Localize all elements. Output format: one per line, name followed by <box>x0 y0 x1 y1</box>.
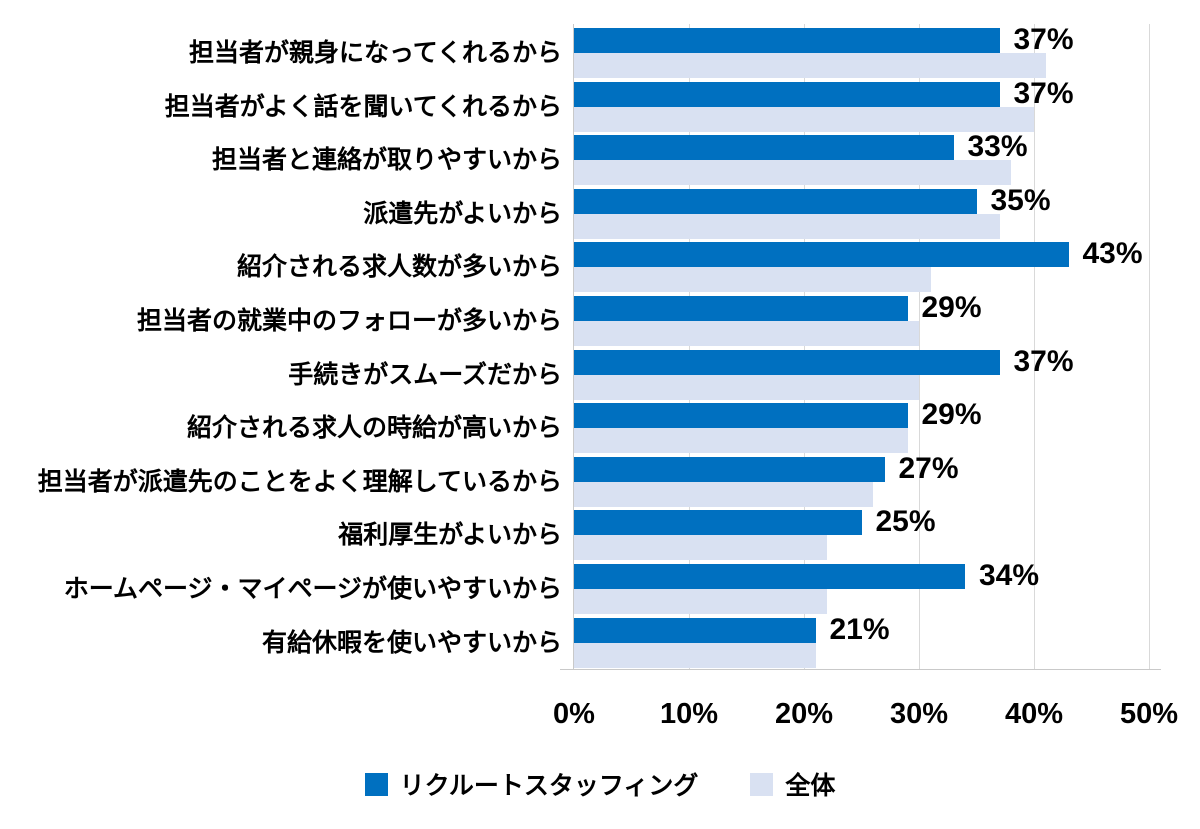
gridline <box>1034 24 1035 670</box>
bar-secondary <box>574 267 931 293</box>
legend-swatch-secondary <box>750 772 774 796</box>
bar-secondary <box>574 160 1011 186</box>
gridline <box>804 24 805 670</box>
bar-secondary <box>574 589 827 614</box>
category-label: 有給休暇を使いやすいから <box>261 628 562 657</box>
legend-label-secondary: 全体 <box>785 772 836 800</box>
bar-secondary <box>574 642 816 668</box>
legend: リクルートスタッフィング 全体 <box>0 762 1200 806</box>
bar-row: 担当者と連絡が取りやすいから 33% <box>0 130 1200 187</box>
bar-primary <box>574 510 862 536</box>
bar-primary <box>574 135 954 161</box>
bar-primary <box>574 403 908 429</box>
value-label: 34% <box>979 559 1040 592</box>
value-label: 21% <box>829 612 890 646</box>
value-label: 27% <box>898 451 959 485</box>
category-label: 担当者の就業中のフォローが多いから <box>136 307 562 335</box>
x-tick-label: 40% <box>1004 698 1064 730</box>
legend-item-secondary: 全体 <box>750 766 835 802</box>
value-label: 37% <box>1013 344 1074 378</box>
bar-primary <box>574 617 816 643</box>
x-tick-label: 20% <box>774 698 834 730</box>
category-label: 担当者が親身になってくれるから <box>188 39 562 67</box>
category-label: 担当者がよく話を聞いてくれるから <box>164 92 562 121</box>
bar-primary <box>574 242 1069 268</box>
bar-primary <box>574 456 885 482</box>
bar-secondary <box>574 321 919 346</box>
category-label: 手続きがスムーズだから <box>288 360 562 389</box>
value-label: 43% <box>1082 237 1143 271</box>
bar-secondary <box>574 213 1000 239</box>
gridline <box>919 24 920 670</box>
category-label: 紹介される求人数が多いから <box>236 253 562 282</box>
value-label: 37% <box>1013 76 1074 110</box>
bar-primary <box>574 349 1000 375</box>
value-label: 33% <box>967 130 1028 164</box>
legend-item-primary: リクルートスタッフィング <box>364 766 699 802</box>
bar-row: 紹介される求人数が多いから 43% <box>0 237 1200 294</box>
bar-row: 紹介される求人の時給が高いから 29% <box>0 398 1200 455</box>
x-tick-label: 50% <box>1119 698 1179 730</box>
category-label: 紹介される求人の時給が高いから <box>186 414 562 443</box>
bar-secondary <box>574 535 827 561</box>
category-label: ホームページ・マイページが使いやすいから <box>63 575 562 603</box>
x-axis-line <box>560 669 1161 670</box>
value-label: 37% <box>1013 23 1074 56</box>
bar-row: 有給休暇を使いやすいから 21% <box>0 612 1200 670</box>
bar-row: 担当者の就業中のフォローが多いから 29% <box>0 291 1200 348</box>
category-label: 担当者と連絡が取りやすいから <box>211 146 562 175</box>
gridline <box>1149 24 1150 670</box>
bar-row: ホームページ・マイページが使いやすいから 34% <box>0 559 1200 616</box>
value-label: 29% <box>921 291 982 324</box>
y-axis-line <box>573 24 574 670</box>
bar-row: 担当者がよく話を聞いてくれるから 37% <box>0 76 1200 134</box>
bar-row: 担当者が親身になってくれるから 37% <box>0 23 1200 80</box>
bar-row: 担当者が派遣先のことをよく理解しているから 27% <box>0 451 1200 509</box>
bar-secondary <box>574 106 1034 132</box>
value-label: 29% <box>921 398 982 432</box>
gridline <box>689 24 690 670</box>
bar-secondary <box>574 53 1046 78</box>
bar-row: 派遣先がよいから 35% <box>0 183 1200 241</box>
bar-secondary <box>574 428 908 454</box>
bar-primary <box>574 296 908 321</box>
bar-secondary <box>574 374 919 400</box>
bar-primary <box>574 81 1000 107</box>
bar-secondary <box>574 481 873 507</box>
value-label: 35% <box>990 183 1051 217</box>
bar-primary <box>574 188 977 214</box>
x-tick-label: 10% <box>659 698 719 730</box>
bar-primary <box>574 28 1000 53</box>
bar-row: 福利厚生がよいから 25% <box>0 505 1200 562</box>
x-tick-label: 30% <box>889 698 949 730</box>
bar-row: 手続きがスムーズだから 37% <box>0 344 1200 402</box>
category-label: 派遣先がよいから <box>363 199 562 228</box>
bar-primary <box>574 564 965 589</box>
category-label: 担当者が派遣先のことをよく理解しているから <box>37 467 562 496</box>
legend-swatch-primary <box>364 772 388 796</box>
category-label: 福利厚生がよいから <box>338 521 562 550</box>
value-label: 25% <box>875 505 936 539</box>
x-tick-label: 0% <box>553 698 595 730</box>
legend-label-primary: リクルートスタッフィング <box>399 772 699 800</box>
